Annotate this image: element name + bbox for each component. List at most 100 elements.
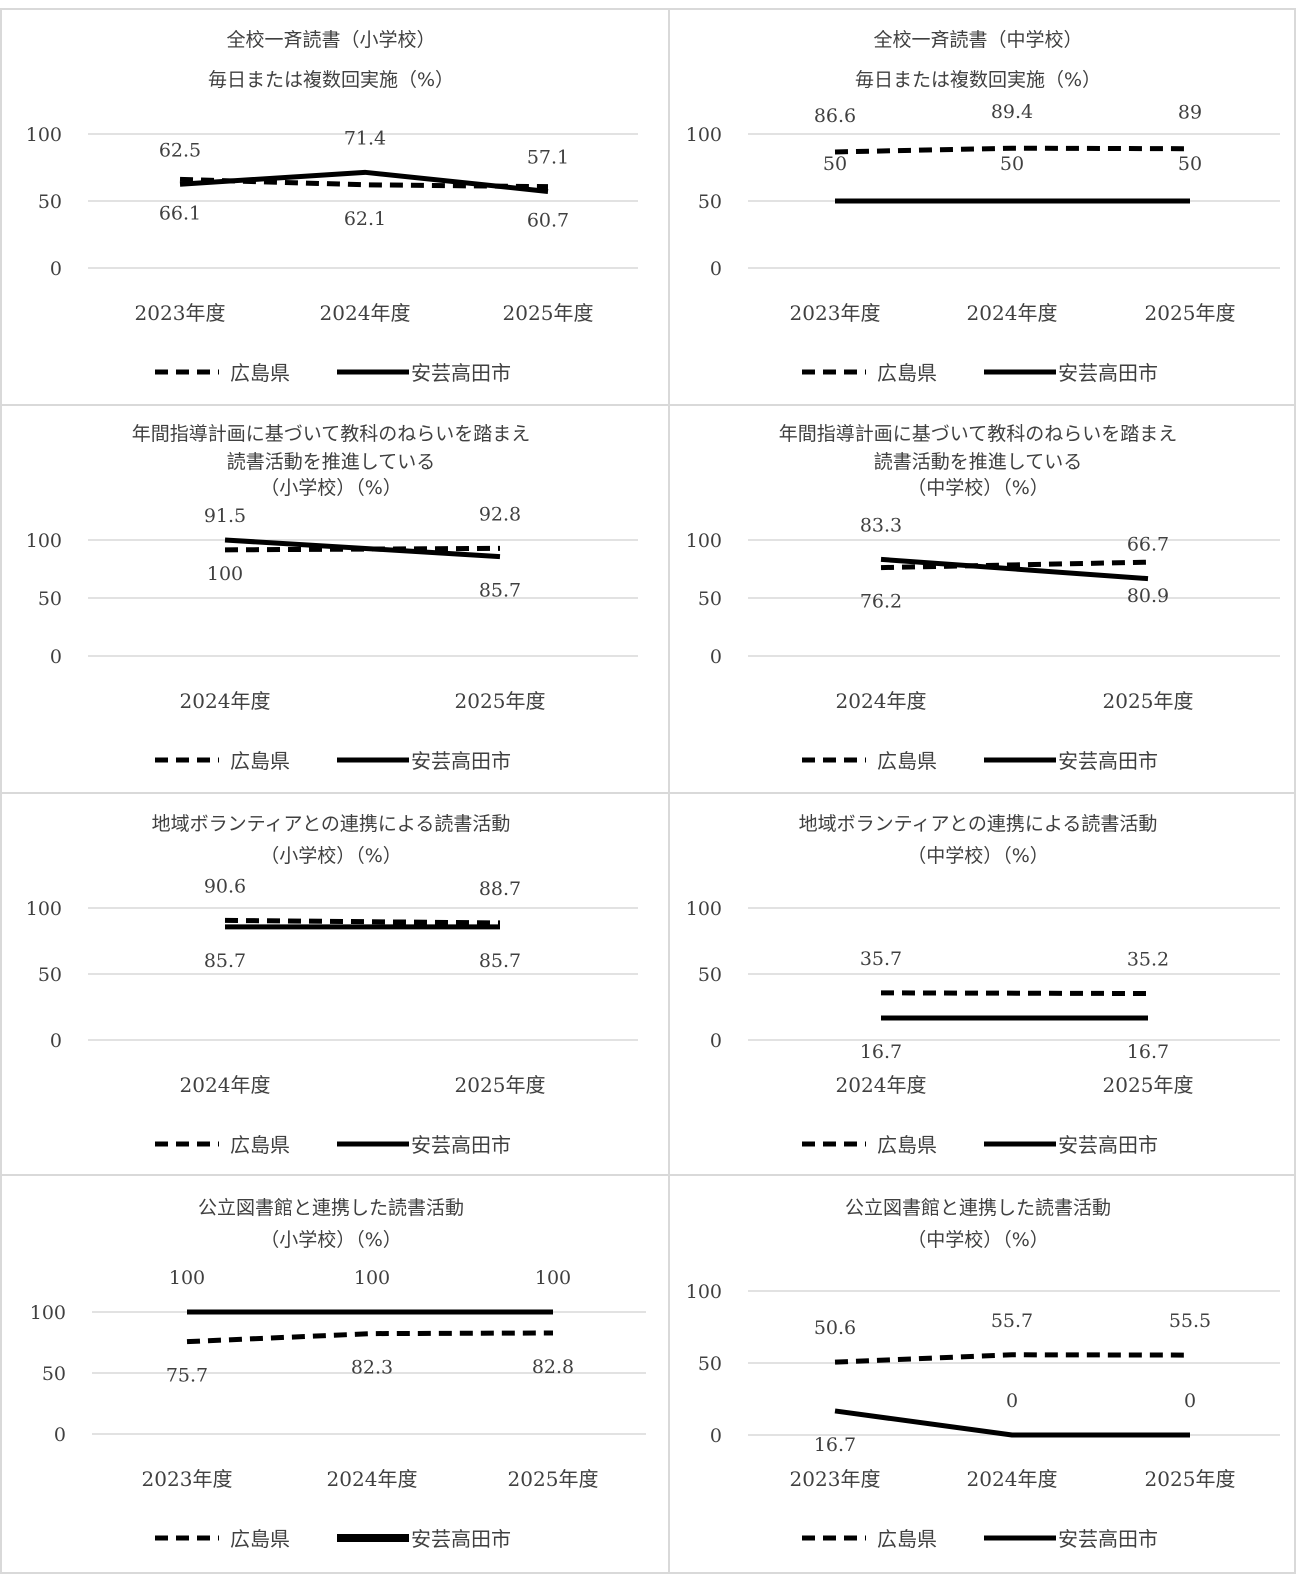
- legend-label-akitakata: 安芸高田市: [411, 1527, 511, 1551]
- y-tick-label: 100: [26, 530, 62, 552]
- data-label: 100: [169, 1267, 205, 1289]
- legend: 広島県 安芸高田市: [802, 749, 1158, 773]
- data-label: 83.3: [860, 514, 902, 536]
- legend-label-akitakata: 安芸高田市: [411, 361, 511, 385]
- legend: 広島県 安芸高田市: [155, 361, 511, 385]
- y-tick-label: 0: [54, 1424, 66, 1446]
- chart-svg: 地域ボランティアとの連携による読書活動 （小学校）（%） 100 50 0 2024年度 2…: [26, 813, 638, 1157]
- data-label: 62.5: [159, 139, 201, 161]
- data-label: 0: [1184, 1390, 1196, 1412]
- data-label: 55.5: [1169, 1310, 1211, 1332]
- chart-title-line: 全校一斉読書（小学校）: [226, 29, 435, 51]
- legend: 広島県 安芸高田市: [802, 1527, 1158, 1551]
- data-label: 76.2: [860, 591, 902, 613]
- x-tick-label: 2024年度: [836, 689, 927, 713]
- legend: 広島県 安芸高田市: [802, 1133, 1158, 1157]
- data-label: 66.1: [159, 202, 201, 224]
- y-tick-label: 100: [686, 1281, 722, 1303]
- data-label: 35.2: [1127, 949, 1169, 971]
- data-label: 85.7: [479, 950, 521, 972]
- legend-label-hiroshima: 広島県: [230, 1133, 290, 1157]
- data-label: 0: [1006, 1390, 1018, 1412]
- legend-label-hiroshima: 広島県: [230, 1527, 290, 1551]
- data-label: 50: [1178, 153, 1202, 175]
- data-label: 100: [535, 1267, 571, 1289]
- data-label: 50.6: [814, 1317, 856, 1339]
- data-label: 16.7: [860, 1041, 902, 1063]
- x-tick-label: 2024年度: [836, 1073, 927, 1097]
- data-label: 55.7: [991, 1310, 1033, 1332]
- legend-label-hiroshima: 広島県: [877, 749, 937, 773]
- chart-title-line: 年間指導計画に基づいて教科のねらいを踏まえ: [779, 423, 1177, 445]
- data-label: 86.6: [814, 105, 856, 127]
- data-label: 88.7: [479, 878, 521, 900]
- x-tick-label: 2025年度: [455, 1073, 546, 1097]
- data-label: 57.1: [527, 146, 569, 168]
- y-tick-label: 100: [686, 530, 722, 552]
- data-label: 66.7: [1127, 534, 1169, 556]
- chart-title-line: （小学校）（%）: [260, 845, 402, 867]
- legend-label-akitakata: 安芸高田市: [411, 1133, 511, 1157]
- y-tick-label: 0: [710, 258, 722, 280]
- chart-school-reading-junior-high: 全校一斉読書（中学校） 毎日または複数回実施（%） 100 50 0 2023年度 2024…: [668, 8, 1296, 406]
- data-label: 80.9: [1127, 585, 1169, 607]
- series-line-hiroshima: [880, 990, 1149, 997]
- y-tick-label: 100: [686, 898, 722, 920]
- data-label: 85.7: [204, 950, 246, 972]
- data-label: 85.7: [479, 580, 521, 602]
- chart-title-line: （小学校）（%）: [260, 1229, 402, 1251]
- chart-library-reading-junior-high: 公立図書館と連携した読書活動 （中学校）（%） 100 50 0 2023年度 2024年度…: [668, 1174, 1296, 1574]
- legend-label-akitakata: 安芸高田市: [1058, 749, 1158, 773]
- y-tick-label: 100: [30, 1302, 66, 1324]
- y-tick-label: 0: [710, 646, 722, 668]
- legend: 広島県 安芸高田市: [155, 1527, 511, 1551]
- data-label: 75.7: [166, 1365, 208, 1387]
- chart-title-line: 地域ボランティアとの連携による読書活動: [152, 813, 511, 835]
- y-tick-label: 50: [698, 191, 722, 213]
- x-tick-label: 2024年度: [180, 1073, 271, 1097]
- data-label: 60.7: [527, 210, 569, 232]
- chart-svg: 公立図書館と連携した読書活動 （中学校）（%） 100 50 0 2023年度 2024年度…: [686, 1197, 1280, 1551]
- y-tick-label: 0: [710, 1030, 722, 1052]
- chart-title-line: （中学校）（%）: [907, 1229, 1049, 1251]
- data-label: 90.6: [204, 875, 246, 897]
- data-label: 71.4: [344, 127, 386, 149]
- y-tick-label: 50: [698, 1353, 722, 1375]
- legend: 広島県 安芸高田市: [802, 361, 1158, 385]
- y-tick-label: 50: [38, 588, 62, 610]
- chart-title-line: 読書活動を推進している: [227, 451, 435, 473]
- data-label: 16.7: [814, 1434, 856, 1456]
- chart-title-line: 読書活動を推進している: [874, 451, 1082, 473]
- series-line-hiroshima: [834, 1352, 1191, 1365]
- x-tick-label: 2024年度: [180, 689, 271, 713]
- data-label: 92.8: [479, 503, 521, 525]
- y-tick-label: 50: [42, 1363, 66, 1385]
- legend-label-akitakata: 安芸高田市: [411, 749, 511, 773]
- legend-label-hiroshima: 広島県: [230, 361, 290, 385]
- data-label: 62.1: [344, 208, 386, 230]
- data-label: 89.4: [991, 101, 1033, 123]
- data-label: 100: [207, 563, 243, 585]
- x-tick-label: 2023年度: [790, 301, 881, 325]
- chart-volunteer-reading-elementary: 地域ボランティアとの連携による読書活動 （小学校）（%） 100 50 0 2024年度 2…: [0, 792, 670, 1176]
- chart-volunteer-reading-junior-high: 地域ボランティアとの連携による読書活動 （中学校）（%） 100 50 0 2024年度 2…: [668, 792, 1296, 1176]
- chart-svg: 全校一斉読書（小学校） 毎日または複数回実施（%） 100 50 0 2023年度 2024…: [26, 29, 638, 385]
- data-label: 50: [823, 153, 847, 175]
- x-tick-label: 2025年度: [503, 301, 594, 325]
- x-tick-label: 2025年度: [1103, 1073, 1194, 1097]
- chart-title-line: 地域ボランティアとの連携による読書活動: [799, 813, 1158, 835]
- data-label: 35.7: [860, 948, 902, 970]
- x-tick-label: 2024年度: [327, 1467, 418, 1491]
- y-tick-label: 100: [26, 124, 62, 146]
- y-tick-label: 50: [698, 964, 722, 986]
- series-line-hiroshima: [224, 917, 501, 926]
- legend-label-akitakata: 安芸高田市: [1058, 1133, 1158, 1157]
- legend: 広島県 安芸高田市: [155, 749, 511, 773]
- data-label: 82.8: [532, 1356, 574, 1378]
- series-line-hiroshima: [834, 145, 1191, 155]
- y-tick-label: 50: [38, 964, 62, 986]
- chart-title-line: 公立図書館と連携した読書活動: [845, 1197, 1111, 1219]
- y-tick-label: 0: [50, 258, 62, 280]
